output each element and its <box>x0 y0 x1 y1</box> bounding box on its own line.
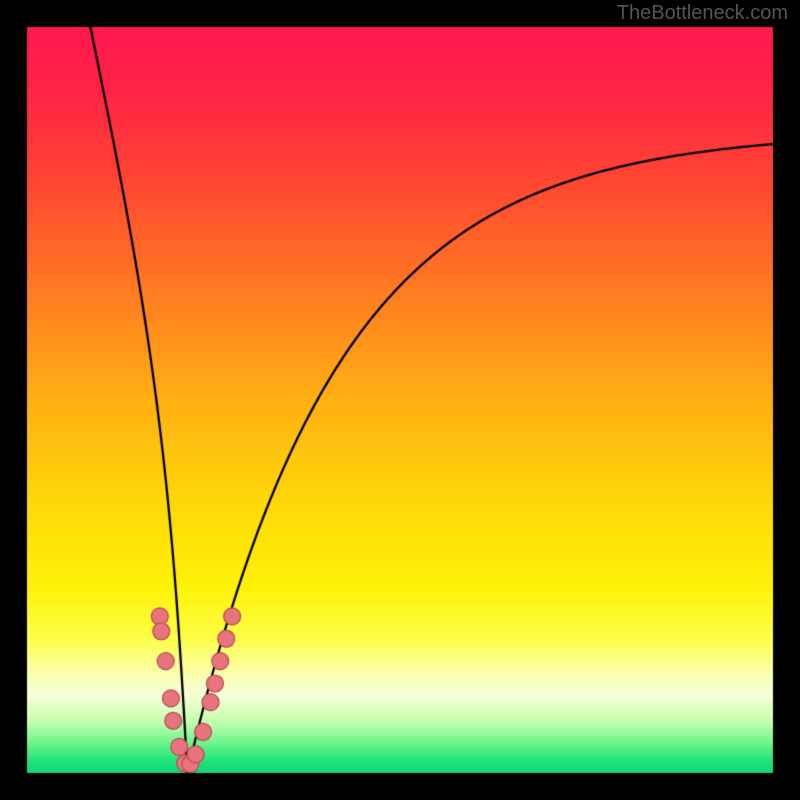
bottleneck-chart-canvas <box>0 0 800 800</box>
chart-stage: TheBottleneck.com <box>0 0 800 800</box>
watermark-text: TheBottleneck.com <box>617 2 788 25</box>
